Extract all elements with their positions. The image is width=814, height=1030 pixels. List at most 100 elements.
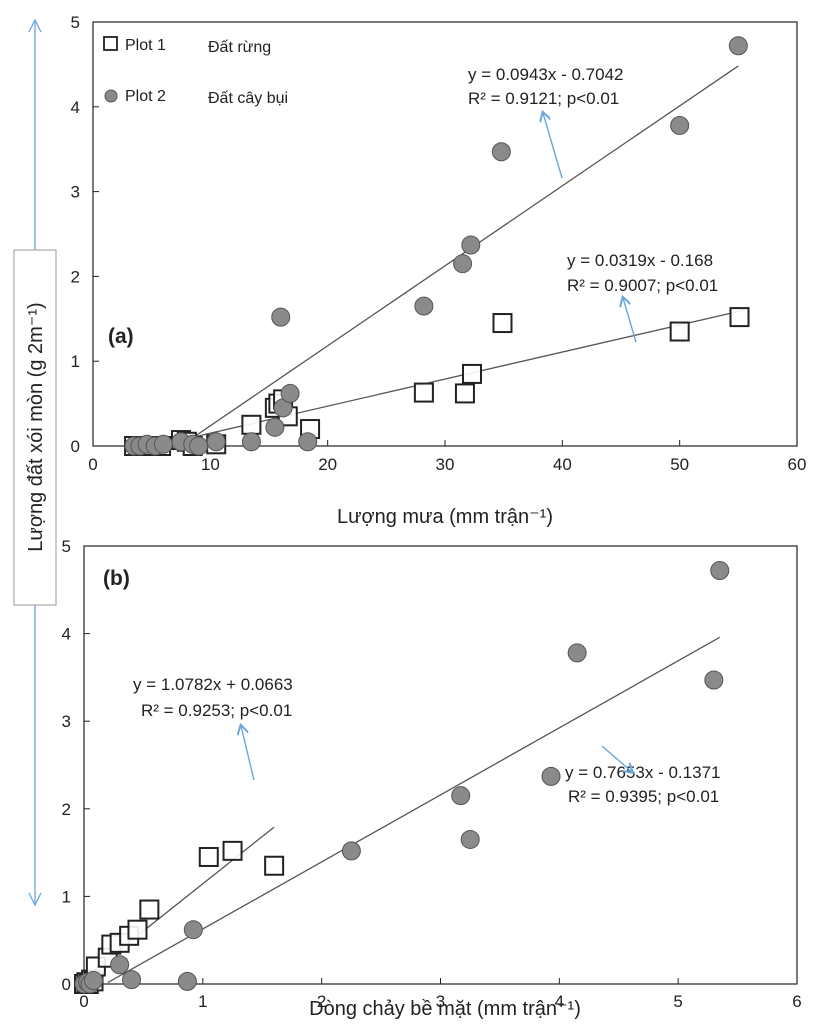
data-point-plot1-a [492,313,513,334]
y-tick-label-a: 0 [71,437,80,456]
x-tick-label-b: 3 [436,992,445,1011]
data-point-plot2-a [153,434,173,454]
x-axis-label-a: Lượng mưa (mm trận⁻¹) [337,506,553,528]
legend-label-plot1: Đất rừng [208,39,271,56]
r2-plot1-b: R² = 0.9253; p<0.01 [141,701,292,720]
x-tick-label-b: 0 [79,992,88,1011]
data-point-plot2-b [122,970,142,990]
callout-arrow-plot2-b [601,745,632,772]
data-point-plot2-b [710,561,730,581]
data-point-plot2-b [84,970,104,990]
data-point-plot1-b [127,919,148,940]
equation-plot2-b: y = 0.7653x - 0.1371 [565,763,720,782]
y-tick-label-a: 1 [71,352,80,371]
data-point-plot2-a [280,383,300,403]
x-tick-label-b: 5 [673,992,682,1011]
data-point-plot2-a [453,254,473,274]
data-point-plot2-b [451,786,471,806]
data-point-plot2-a [491,142,511,162]
x-tick-label-b: 1 [198,992,207,1011]
callout-arrow-plot2-a [543,113,563,179]
x-tick-label-a: 0 [88,455,97,474]
data-point-plot1-a [729,307,750,328]
legend-marker-plot2 [104,89,118,103]
data-point-plot1-b [198,846,219,867]
data-point-plot2-a [670,115,690,135]
y-tick-label-b: 2 [62,800,71,819]
panel-a: 0 10 20 30 40 50 60 0 1 2 3 4 5 (a) Lượng mưa (mm tr… [71,13,807,528]
y-tick-label-a: 3 [71,183,80,202]
data-point-plot2-a [414,296,434,316]
data-point-plot2-a [241,432,261,452]
x-tick-label-b: 4 [555,992,564,1011]
panel-label-a: (a) [108,325,134,348]
y-tick-label-a: 4 [71,98,80,117]
r2-plot1-a: R² = 0.9007; p<0.01 [567,276,718,295]
y-tick-label-a: 5 [71,13,80,32]
data-point-plot2-b [177,971,197,991]
data-point-plot2-b [460,829,480,849]
data-point-plot1-b [222,840,243,861]
y-tick-label-b: 0 [62,975,71,994]
data-point-plot2-b [341,841,361,861]
data-point-plot2-b [541,766,561,786]
data-point-plot2-b [567,643,587,663]
data-point-plot2-a [728,36,748,56]
data-point-plot1-a [669,321,690,342]
y-tick-label-b: 5 [62,537,71,556]
data-point-plot1-a [461,363,482,384]
equation-plot2-a: y = 0.0943x - 0.7042 [468,65,623,84]
y-tick-label-b: 1 [62,887,71,906]
x-tick-label-b: 6 [792,992,801,1011]
data-point-plot1-b [139,899,160,920]
points-b [74,561,730,994]
data-point-plot2-a [271,307,291,327]
x-tick-label-a: 20 [318,455,337,474]
points-a [124,36,750,456]
r2-plot2-b: R² = 0.9395; p<0.01 [568,787,719,806]
data-point-plot1-a [241,414,262,435]
x-tick-label-b: 2 [317,992,326,1011]
r2-plot2-a: R² = 0.9121; p<0.01 [468,89,619,108]
y-tick-label-a: 2 [71,267,80,286]
legend: Plot 1 Đất rừng Plot 2 Đất cây bụi [103,36,288,107]
panel-b: 0 1 2 3 4 5 6 0 1 2 3 4 5 (b) Dòng chảy bề mặt (mm t… [62,537,802,1020]
equation-plot1-a: y = 0.0319x - 0.168 [567,251,713,270]
data-point-plot2-a [265,417,285,437]
y-axis-annotation: Lượng đất xói mòn (g 2m⁻¹) [13,18,57,907]
ticks-b: 0 1 2 3 4 5 6 0 1 2 3 4 5 [62,537,802,1011]
data-point-plot1-b [264,855,285,876]
y-tick-label-b: 3 [62,712,71,731]
x-tick-label-a: 60 [788,455,807,474]
x-tick-label-a: 30 [436,455,455,474]
y-tick-label-b: 4 [62,625,71,644]
callout-arrow-plot1-a [623,298,637,343]
y-axis-label-box [13,249,57,606]
legend-series-plot1: Plot 1 [125,37,166,54]
x-tick-label-a: 50 [670,455,689,474]
panel-label-b: (b) [103,567,130,590]
x-tick-label-a: 10 [201,455,220,474]
y-axis-label: Lượng đất xói mòn (g 2m⁻¹) [25,302,47,551]
equation-plot1-b: y = 1.0782x + 0.0663 [133,675,293,694]
data-point-plot2-b [110,955,130,975]
plot-area-a [92,21,798,447]
data-point-plot2-b [183,920,203,940]
data-point-plot2-b [704,670,724,690]
ticks-a: 0 10 20 30 40 50 60 0 1 2 3 4 5 [71,13,807,474]
data-point-plot2-a [189,436,209,456]
y-arrow-bottom-head [28,892,42,907]
legend-label-plot2: Đất cây bụi [208,90,288,107]
data-point-plot1-a [413,382,434,403]
legend-series-plot2: Plot 2 [125,88,166,105]
x-axis-label-b: Dòng chảy bề mặt (mm trận⁻¹) [309,998,581,1020]
y-arrow-top-head [28,18,42,33]
callout-arrow-plot1-b [241,726,255,781]
legend-marker-plot1 [103,36,118,51]
data-point-plot1-a [454,383,475,404]
data-point-plot2-a [298,432,318,452]
data-point-plot2-a [206,432,226,452]
x-tick-label-a: 40 [553,455,572,474]
